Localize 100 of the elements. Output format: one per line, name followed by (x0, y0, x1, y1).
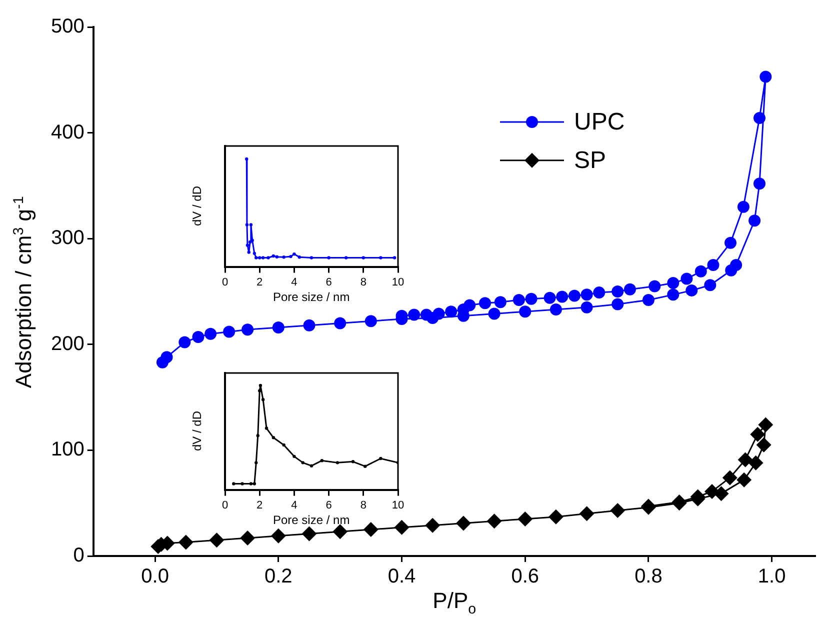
point (310, 256, 314, 260)
point (289, 254, 292, 258)
point (756, 437, 772, 452)
x-tick-label: 4 (291, 276, 298, 288)
point (302, 526, 317, 542)
point (738, 452, 753, 468)
point (332, 524, 348, 540)
y-tick-label: 0 (73, 544, 84, 567)
point (432, 308, 445, 320)
point (240, 530, 256, 546)
point (178, 336, 191, 348)
point (247, 250, 250, 254)
point (612, 286, 624, 298)
x-tick-label: 10 (392, 499, 404, 512)
x-tick-label: 0.4 (388, 566, 416, 588)
point (327, 256, 330, 260)
point (379, 256, 382, 260)
point (593, 286, 606, 299)
point (550, 303, 562, 316)
point (722, 470, 738, 486)
point (408, 308, 420, 321)
point (301, 461, 304, 464)
point (686, 284, 698, 296)
y-tick-label: 300 (50, 227, 84, 250)
point (420, 308, 432, 321)
point (750, 426, 766, 442)
point (252, 482, 256, 486)
x-tick-label: 0.6 (511, 566, 540, 588)
point (334, 317, 346, 330)
point (364, 315, 377, 328)
point (266, 256, 270, 260)
point (292, 252, 296, 256)
point (525, 292, 538, 305)
point (667, 277, 680, 290)
point (249, 223, 253, 226)
point (245, 223, 249, 226)
point (320, 459, 324, 462)
x-tick-label: 8 (360, 499, 366, 512)
point (753, 178, 766, 190)
point (204, 328, 217, 340)
legend-label: UPC (574, 108, 625, 136)
y-axis-title: dV / dD (190, 411, 204, 452)
point (209, 532, 224, 548)
y-tick-label: 100 (50, 438, 84, 461)
point (303, 319, 316, 332)
point (261, 256, 265, 260)
point (258, 389, 262, 392)
point (256, 434, 260, 438)
x-tick-label: 6 (326, 276, 332, 288)
point (245, 157, 248, 161)
point (344, 256, 348, 260)
point (364, 464, 367, 468)
point (568, 290, 580, 302)
point (192, 330, 204, 343)
point (272, 436, 276, 440)
x-axis-title: Pore size / nm (273, 290, 350, 304)
point (249, 482, 253, 486)
point (612, 298, 624, 310)
point (488, 308, 500, 320)
point (252, 252, 256, 256)
point (736, 472, 752, 488)
point (258, 384, 262, 388)
point (753, 112, 766, 124)
point (223, 326, 236, 338)
point (556, 290, 568, 303)
point (394, 520, 410, 535)
point (479, 297, 492, 310)
point (160, 351, 173, 364)
point (486, 514, 502, 529)
point (254, 256, 258, 260)
x-tick-label: 4 (291, 499, 298, 512)
point (519, 306, 532, 318)
y-tick-label: 400 (50, 121, 84, 144)
point (248, 240, 252, 244)
point (724, 236, 736, 249)
point (270, 528, 286, 544)
point (258, 256, 262, 260)
point (246, 244, 250, 247)
point (392, 256, 396, 260)
point (292, 454, 296, 458)
y-axis-title: dV / dD (190, 186, 204, 226)
point (242, 324, 254, 336)
x-tick-label: 8 (360, 276, 366, 288)
x-tick-label: 10 (392, 276, 404, 288)
x-tick-label: 0.2 (264, 566, 292, 588)
point (310, 464, 314, 468)
point (272, 254, 276, 258)
x-tick-label: 2 (256, 499, 263, 512)
x-tick-label: 6 (326, 499, 332, 512)
point (624, 283, 636, 296)
point (737, 200, 750, 213)
point (456, 516, 471, 531)
point (425, 518, 440, 533)
point (544, 292, 556, 304)
point (707, 259, 720, 272)
point (232, 482, 236, 486)
point (298, 255, 301, 259)
point (445, 306, 458, 318)
x-tick-label: 0.8 (634, 566, 662, 588)
point (648, 280, 661, 292)
